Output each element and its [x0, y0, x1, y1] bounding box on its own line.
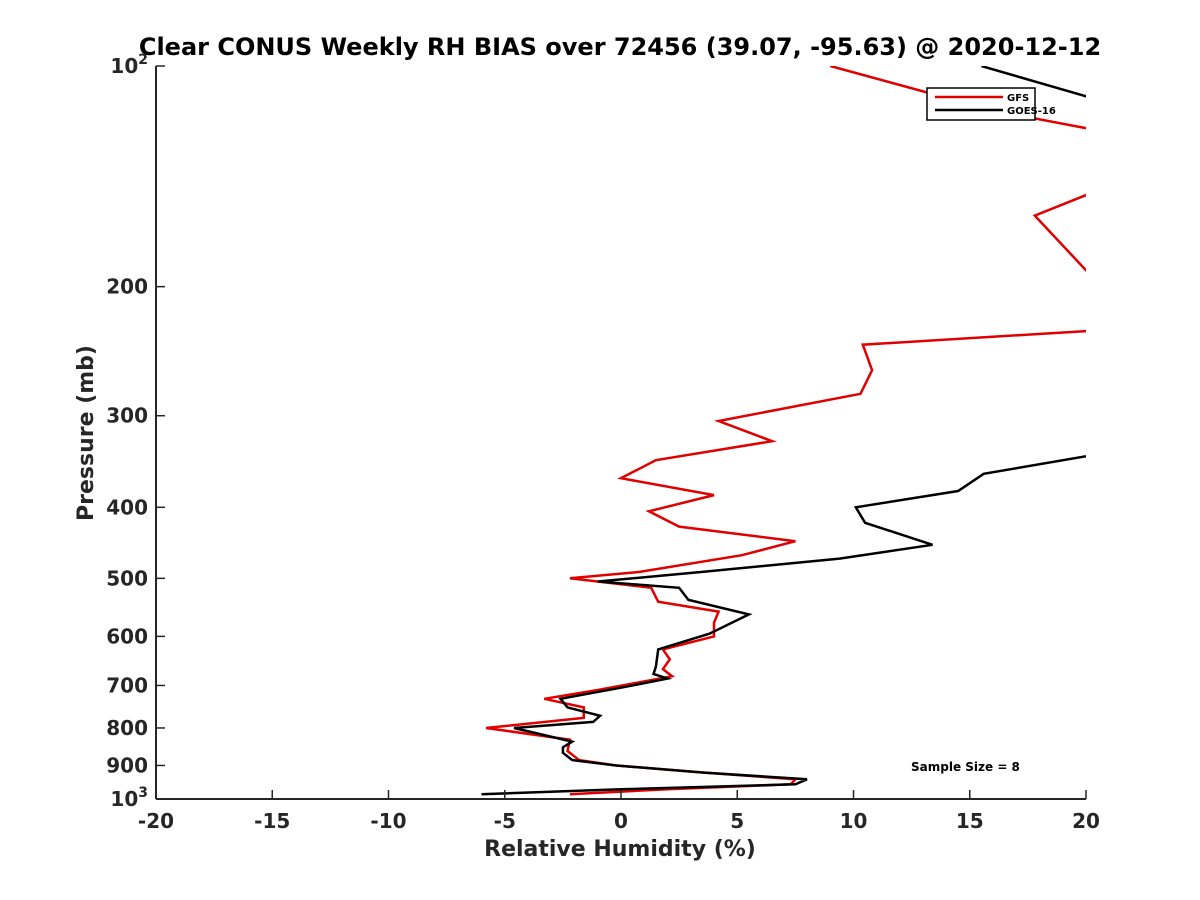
x-tick-label: 20 [1072, 809, 1100, 833]
y-axis-label: Pressure (mb) [74, 345, 99, 521]
series-line-goes16 [481, 66, 1086, 796]
x-tick-label: -5 [494, 809, 516, 833]
x-tick-label: 10 [840, 809, 868, 833]
x-tick-label: -15 [254, 809, 290, 833]
x-axis-label: Relative Humidity (%) [484, 837, 756, 862]
y-tick-label: 900 [106, 753, 148, 777]
y-tick-label: 200 [106, 275, 148, 299]
legend: GFS GOES-16 [926, 87, 1056, 121]
x-tick-label: 0 [614, 809, 628, 833]
series-line-gfs [485, 66, 1086, 796]
chart-title: Clear CONUS Weekly RH BIAS over 72456 (3… [139, 33, 1101, 61]
x-tick-label: -10 [370, 809, 406, 833]
legend-label-goes16: GOES-16 [1007, 106, 1056, 117]
y-ticks: 102 200 300 400 500 600 700 800 900 103 [106, 52, 165, 811]
y-tick-label: 400 [106, 495, 148, 519]
y-tick-label: 800 [106, 716, 148, 740]
series-layer [481, 66, 1086, 796]
y-tick-label: 700 [106, 673, 148, 697]
x-ticks: -20 -15 -10 -5 0 5 10 15 20 [138, 790, 1100, 833]
x-tick-label: 5 [730, 809, 744, 833]
y-tick-label: 300 [106, 404, 148, 428]
sample-size-annotation: Sample Size = 8 [911, 760, 1020, 774]
legend-label-gfs: GFS [1007, 93, 1029, 104]
x-tick-label: 15 [956, 809, 984, 833]
y-tick-label: 103 [110, 785, 148, 811]
y-tick-label: 102 [110, 52, 148, 78]
x-tick-label: -20 [138, 809, 174, 833]
y-tick-label: 600 [106, 624, 148, 648]
legend-box [926, 87, 1036, 121]
y-tick-label: 500 [106, 566, 148, 590]
